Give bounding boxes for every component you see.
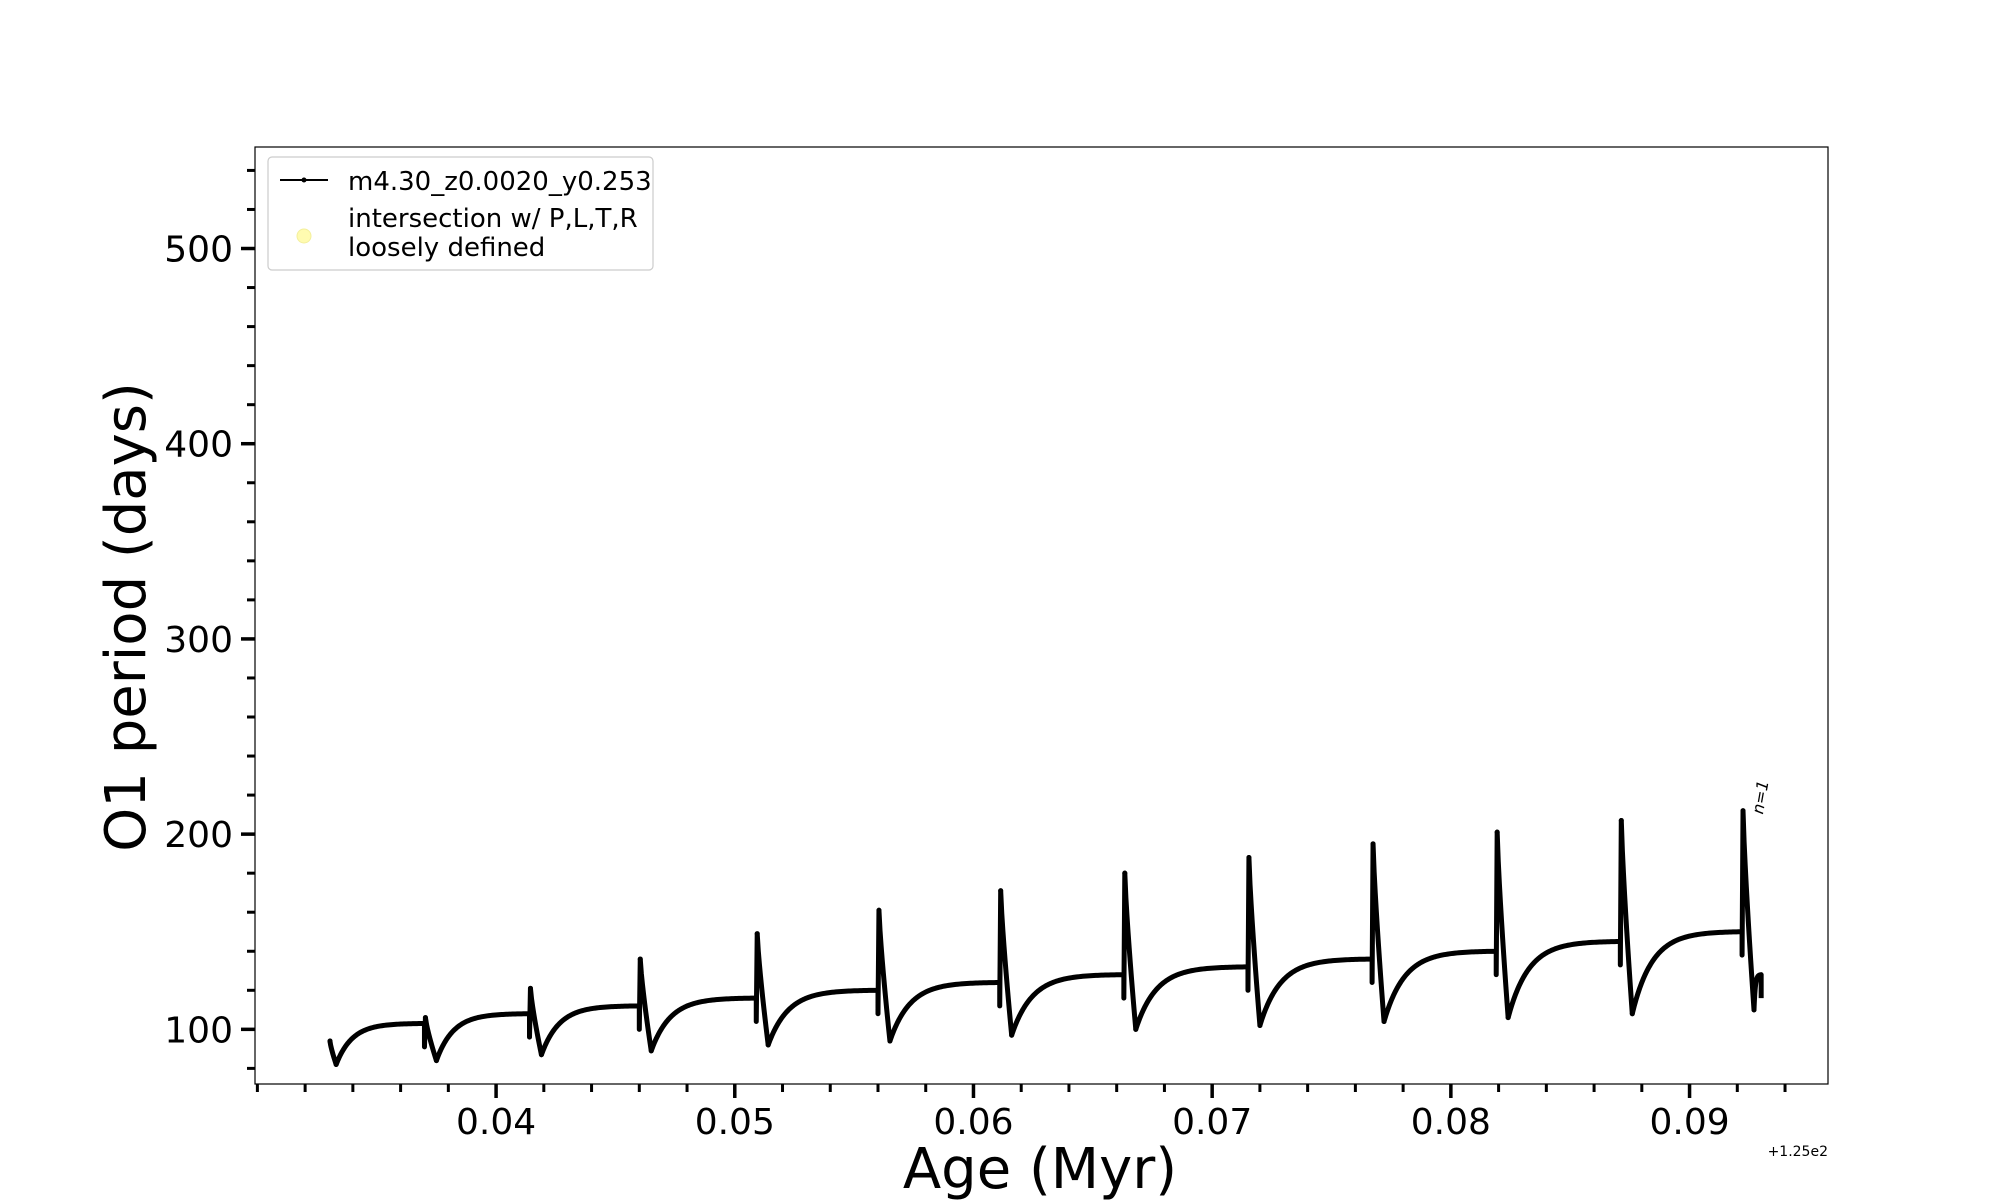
x-offset-label: +1.25e2: [1768, 1144, 1828, 1160]
y-tick-label: 300: [164, 620, 233, 661]
series-layer: [327, 808, 1764, 1067]
data-point-peak: [1370, 841, 1376, 847]
legend-dot-swatch: [301, 177, 307, 183]
data-point-min: [1629, 1011, 1635, 1017]
x-tick-label: 0.04: [456, 1102, 536, 1143]
x-axis-label: Age (Myr): [903, 1137, 1177, 1200]
legend-frame: [267, 156, 654, 271]
x-tick-label: 0.05: [695, 1102, 775, 1143]
data-point-min: [538, 1052, 544, 1058]
data-point-peak: [637, 956, 643, 962]
y-tick-label: 200: [164, 815, 233, 856]
y-tick-label: 100: [164, 1010, 233, 1051]
data-point-peak: [876, 907, 882, 913]
data-point-min: [887, 1038, 893, 1044]
data-point-min: [433, 1058, 439, 1064]
legend-label: m4.30_z0.0020_y0.253: [348, 167, 652, 197]
data-point-peak: [1122, 870, 1128, 876]
series-line: [327, 808, 1764, 1067]
x-tick-label: 0.07: [1172, 1102, 1252, 1143]
data-point-min: [1257, 1022, 1263, 1028]
legend-label: intersection w/ P,L,T,R loosely defined: [348, 204, 638, 263]
data-point-min: [765, 1042, 771, 1048]
data-point-peak: [527, 985, 533, 991]
data-point-min: [648, 1048, 654, 1054]
data-point-peak: [327, 1038, 333, 1044]
data-point-min: [1751, 1007, 1757, 1013]
y-tick-label: 500: [164, 230, 233, 271]
plot-area: [254, 146, 1829, 1085]
data-point-peak: [998, 888, 1004, 894]
y-axis-label: O1 period (days): [94, 382, 159, 852]
x-axis: 0.04 0.05 0.06 0.07 0.08 0.09: [255, 1084, 1787, 1143]
data-point-peak: [1494, 829, 1500, 835]
data-point-peak: [1246, 855, 1252, 861]
data-point-min: [333, 1061, 339, 1067]
x-tick-label: 0.08: [1411, 1102, 1491, 1143]
data-point-peak: [1618, 817, 1624, 823]
y-tick-label: 400: [164, 425, 233, 466]
legend-circle-swatch: [296, 228, 312, 244]
x-tick-label: 0.09: [1649, 1102, 1729, 1143]
data-point-peak: [754, 931, 760, 937]
data-point-min: [1009, 1032, 1015, 1038]
data-point-peak: [422, 1015, 428, 1021]
data-point-min: [1133, 1026, 1139, 1032]
data-point-peak: [1740, 808, 1746, 814]
data-point-min: [1381, 1019, 1387, 1025]
y-axis: 100 200 300 400 500: [164, 168, 255, 1070]
data-point-min: [1505, 1015, 1511, 1021]
legend: m4.30_z0.0020_y0.253 intersection w/ P,L,…: [267, 156, 654, 271]
x-tick-label: 0.06: [933, 1102, 1013, 1143]
